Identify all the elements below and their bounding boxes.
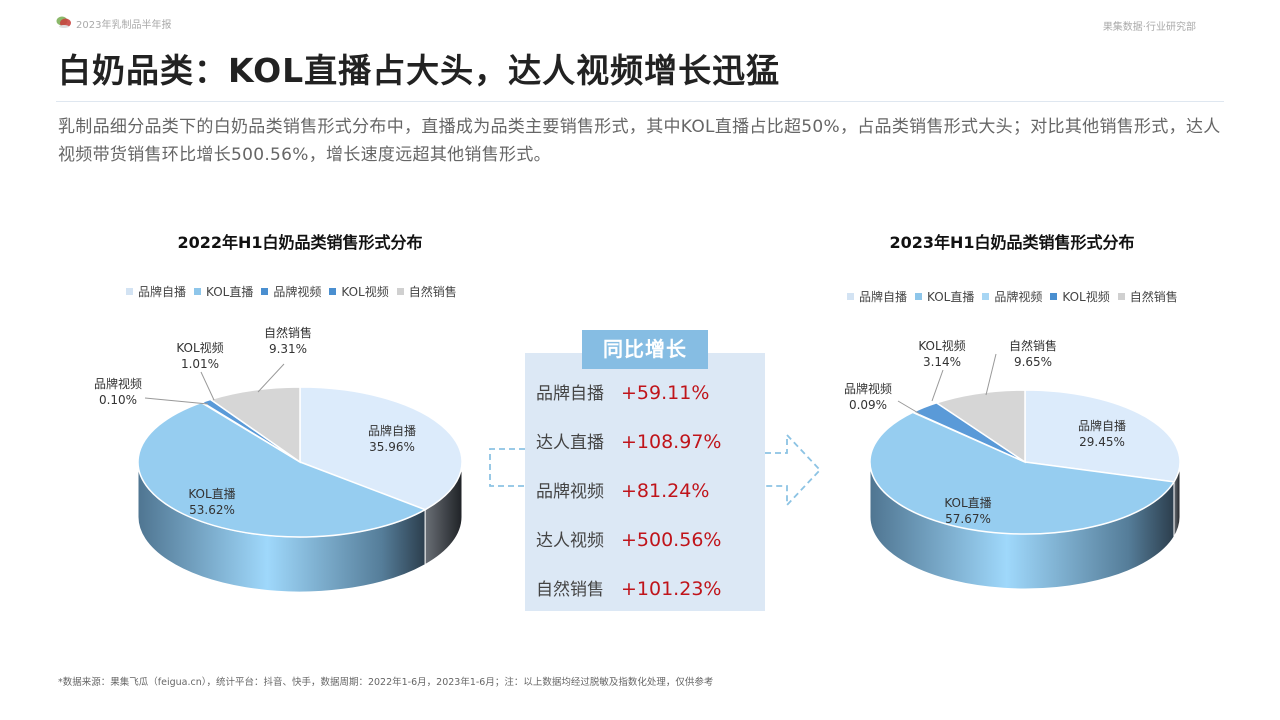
data-label-category: KOL视频 xyxy=(176,340,223,355)
legend-swatch-icon xyxy=(847,293,854,300)
pie-slice xyxy=(208,386,301,464)
legend-swatch-icon xyxy=(261,288,269,295)
legend-label: KOL直播 xyxy=(206,285,254,299)
data-label-category: 品牌视频 xyxy=(94,376,142,391)
data-label-value: 0.09% xyxy=(849,398,887,412)
legend-swatch-icon xyxy=(396,288,404,295)
data-label-value: 29.45% xyxy=(1079,435,1125,449)
leader-line xyxy=(144,397,209,405)
legend-2023: 品牌自播 KOL直播 品牌视频 KOL视频 自然销售 xyxy=(847,288,1178,305)
leader-line xyxy=(257,363,285,393)
legend-item: 自然销售 xyxy=(396,283,457,300)
growth-row-label: 达人直播 xyxy=(536,433,604,453)
data-label-value: 35.96% xyxy=(369,440,415,454)
data-label-category: KOL直播 xyxy=(944,496,991,510)
pie-slice xyxy=(934,389,1026,464)
data-label-value: 0.10% xyxy=(99,393,137,407)
growth-row: 达人直播 +108.97% xyxy=(536,428,721,453)
leader-line xyxy=(985,353,997,396)
legend-swatch-icon xyxy=(982,293,990,300)
footnote: *数据来源：果集飞瓜（feigua.cn），统计平台：抖音、快手，数据周期：20… xyxy=(58,677,714,688)
legend-2022: 品牌自播 KOL直播 品牌视频 KOL视频 自然销售 xyxy=(126,283,457,300)
data-label-category: 自然销售 xyxy=(264,325,312,340)
page-title: 白奶品类：KOL直播占大头，达人视频增长迅猛 xyxy=(58,51,781,90)
pie-slice xyxy=(137,401,427,538)
legend-item: KOL视频 xyxy=(329,283,389,300)
data-label-category: KOL直播 xyxy=(188,487,235,501)
growth-row: 品牌视频 +81.24% xyxy=(536,477,709,502)
data-label-value: 53.62% xyxy=(189,503,235,517)
brand-logo-icon xyxy=(56,16,71,28)
legend-label: 品牌自播 xyxy=(138,285,187,299)
data-label-value: 9.65% xyxy=(1014,355,1052,369)
legend-item: KOL视频 xyxy=(1050,288,1110,305)
data-label-value: 9.31% xyxy=(269,342,307,356)
data-label-category: 自然销售 xyxy=(1009,338,1057,353)
growth-row-label: 品牌自播 xyxy=(536,384,604,404)
growth-row-value: +81.24% xyxy=(621,480,710,502)
legend-item: 品牌视频 xyxy=(261,283,321,300)
growth-row-label: 品牌视频 xyxy=(536,482,604,502)
growth-row-value: +59.11% xyxy=(621,382,710,404)
growth-row-value: +108.97% xyxy=(621,431,722,453)
data-label-category: 品牌视频 xyxy=(844,381,892,396)
pie-slice xyxy=(299,386,463,511)
growth-panel: 品牌自播 +59.11% 达人直播 +108.97% 品牌视频 +81.24% … xyxy=(525,353,765,611)
growth-row: 品牌自播 +59.11% xyxy=(536,379,709,404)
pie-slice xyxy=(1024,389,1181,483)
chart-title-2022: 2022年H1白奶品类销售形式分布 xyxy=(177,233,423,252)
legend-item: KOL直播 xyxy=(915,288,974,305)
data-label-value: 3.14% xyxy=(923,355,961,369)
data-label-category: KOL视频 xyxy=(918,338,965,353)
data-label-value: 1.01% xyxy=(181,357,219,371)
legend-item: 品牌自播 xyxy=(126,283,186,300)
legend-swatch-icon xyxy=(194,288,202,295)
leader-line xyxy=(931,369,944,402)
legend-label: KOL直播 xyxy=(927,290,975,304)
pie-chart-2022: 品牌自播 35.96% KOL直播 53.62% 品牌视频 0.10% KOL视频 1.01%… xyxy=(94,325,463,593)
data-label-value: 57.67% xyxy=(945,512,991,526)
legend-label: 品牌视频 xyxy=(994,290,1043,304)
legend-item: 品牌视频 xyxy=(982,288,1042,305)
dept-label: 果集数据·行业研究部 xyxy=(1102,22,1196,33)
legend-swatch-icon xyxy=(329,288,337,295)
title-divider xyxy=(56,101,1224,102)
legend-label: 自然销售 xyxy=(1129,290,1178,304)
growth-row-label: 自然销售 xyxy=(536,580,604,600)
legend-label: 自然销售 xyxy=(408,285,457,299)
legend-swatch-icon xyxy=(1050,293,1058,300)
legend-swatch-icon xyxy=(1117,293,1125,300)
legend-swatch-icon xyxy=(915,293,923,300)
data-label-category: 品牌自播 xyxy=(368,424,416,438)
legend-label: 品牌自播 xyxy=(859,290,908,304)
legend-item: KOL直播 xyxy=(194,283,253,300)
legend-label: KOL视频 xyxy=(1062,290,1110,304)
growth-arrow-icon xyxy=(489,432,822,508)
pie-chart-2023: 品牌自播 29.45% KOL直播 57.67% 品牌视频 0.09% KOL视频 3.14%… xyxy=(844,338,1181,590)
growth-row-value: +500.56% xyxy=(621,529,722,551)
pie-slice xyxy=(869,411,1176,535)
summary-text: 乳制品细分品类下的白奶品类销售形式分布中，直播成为品类主要销售形式，其中KOL直… xyxy=(58,117,1221,165)
data-label-category: 品牌自播 xyxy=(1078,419,1126,433)
legend-swatch-icon xyxy=(126,288,133,295)
report-label: 2023年乳制品半年报 xyxy=(76,20,172,31)
legend-item: 自然销售 xyxy=(1117,288,1178,305)
leader-line xyxy=(200,371,215,401)
growth-row-value: +101.23% xyxy=(621,578,722,600)
chart-title-2023: 2023年H1白奶品类销售形式分布 xyxy=(889,233,1135,252)
growth-row-label: 达人视频 xyxy=(536,531,604,551)
legend-item: 品牌自播 xyxy=(847,288,907,305)
legend-label: KOL视频 xyxy=(341,285,389,299)
growth-row: 达人视频 +500.56% xyxy=(536,526,721,551)
legend-label: 品牌视频 xyxy=(273,285,322,299)
leader-line xyxy=(897,400,921,415)
growth-header: 同比增长 xyxy=(582,330,708,369)
growth-row: 自然销售 +101.23% xyxy=(536,575,721,600)
